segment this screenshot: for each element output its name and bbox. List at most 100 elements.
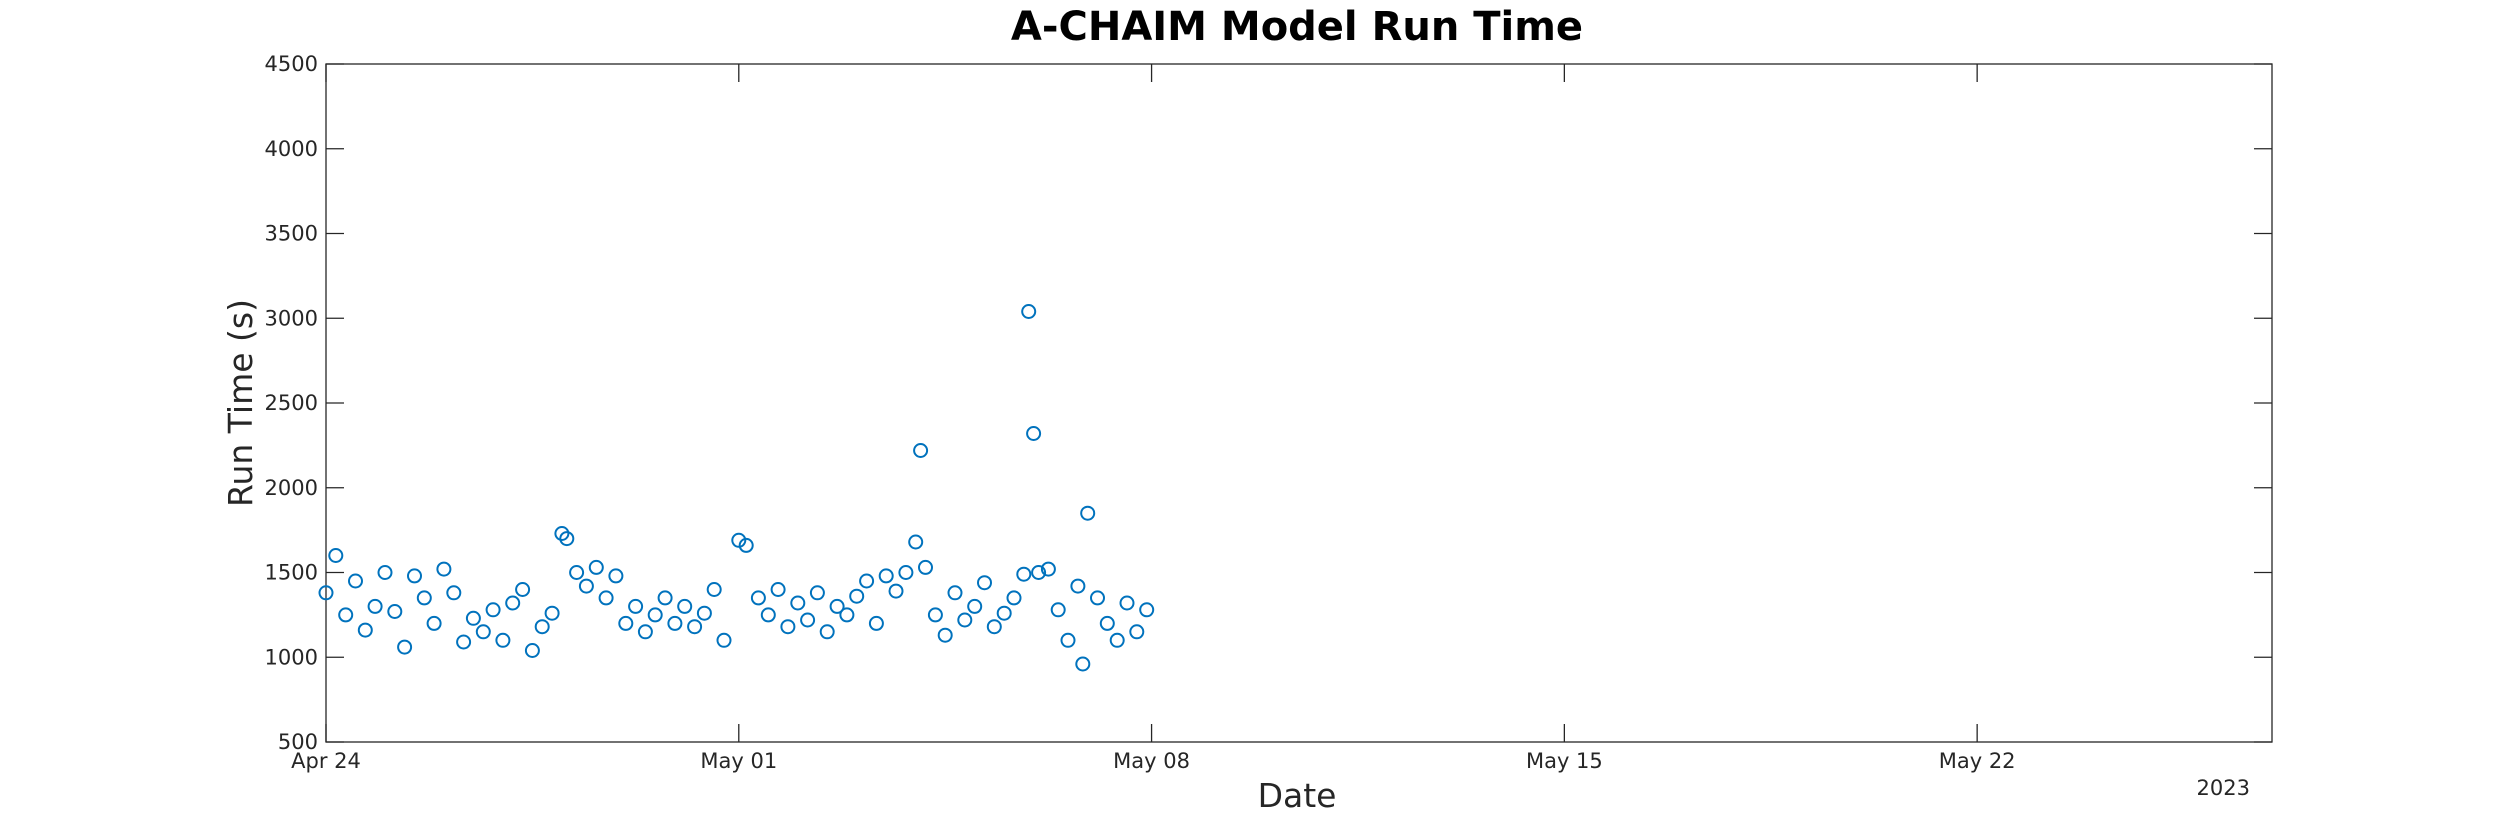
y-tick-label: 4000 [265,137,318,161]
data-point [338,607,354,623]
data-point [687,619,703,635]
data-point [1109,632,1125,648]
y-axis-label: Run Time (s) [221,299,260,507]
data-point [986,619,1002,635]
data-point [559,531,575,547]
data-point [677,598,693,614]
data-point [348,573,363,589]
data-point [357,622,373,638]
data-point [738,537,754,553]
data-point [569,565,585,580]
data-point [888,583,904,599]
data-point [878,568,894,584]
data-point [819,624,835,640]
x-tick-label: Apr 24 [291,749,361,773]
data-point [377,565,393,580]
plot-area [325,63,2273,743]
data-point [1080,505,1096,521]
data-point [608,568,624,584]
data-point [318,585,334,601]
data-point [465,610,481,626]
data-point [628,598,644,614]
data-point [416,590,432,606]
data-point [716,632,732,648]
y-tick-label: 3500 [265,222,318,246]
data-point [1026,426,1042,441]
data-point [456,634,472,650]
y-tick-label: 2500 [265,391,318,415]
year-label: 2023 [2197,776,2250,800]
data-point [760,607,776,623]
data-point [515,582,531,597]
data-point [809,585,825,601]
data-point [1040,561,1056,577]
x-tick-label: May 08 [1113,749,1190,773]
data-point [696,605,712,621]
data-point [1090,590,1105,606]
data-point [387,604,403,619]
data-point [829,598,845,614]
data-point [1129,624,1145,640]
data-point [918,559,933,575]
data-point [524,643,540,658]
data-point [534,619,550,635]
data-point [397,639,413,655]
data-point [731,532,747,548]
data-point [780,619,796,635]
data-point [1050,602,1066,618]
data-point [446,585,462,601]
x-tick-label: May 01 [700,749,777,773]
data-point [770,582,786,597]
data-point [750,590,766,606]
data-point [913,443,929,458]
data-point [485,602,501,618]
y-tick-label: 3000 [265,306,318,330]
data-point [849,588,865,604]
data-point [598,590,614,606]
data-point [1021,304,1037,319]
data-point [1070,578,1086,594]
data-point [839,607,855,623]
data-point [1119,595,1135,611]
y-tick-label: 500 [278,730,318,754]
data-point [790,595,806,611]
data-point [977,575,992,591]
data-point [1139,602,1155,618]
data-point [578,578,594,594]
data-point [1075,656,1091,672]
x-tick-label: May 22 [1939,749,2016,773]
x-axis-label: Date [1258,776,1337,815]
data-point [937,627,953,643]
data-point [426,615,442,631]
data-point [1016,566,1032,582]
y-tick-label: 4500 [265,52,318,76]
data-point [1031,565,1047,580]
data-point [667,615,683,631]
data-point [1006,590,1022,606]
data-point [554,526,570,541]
data-point [957,612,973,628]
data-point [996,605,1012,621]
data-point [495,632,511,648]
data-point [1060,632,1076,648]
data-point [706,582,722,597]
data-point [407,568,422,584]
data-point [947,585,963,601]
data-point [328,548,344,563]
data-point [544,605,560,621]
data-point [367,598,383,614]
data-point [637,624,653,640]
y-tick-label: 1000 [265,645,318,669]
y-tick-label: 1500 [265,561,318,585]
data-point [1099,615,1115,631]
data-point [647,607,663,623]
data-point [859,573,875,589]
data-point [898,565,914,580]
data-points [318,304,1155,672]
data-point [618,615,634,631]
axis-ticks: 500 1000 1500 2000 2500 3000 3500 4000 4500 Apr 2… [265,52,2272,773]
data-point [436,561,452,577]
data-point [657,590,673,606]
data-point [475,624,491,640]
